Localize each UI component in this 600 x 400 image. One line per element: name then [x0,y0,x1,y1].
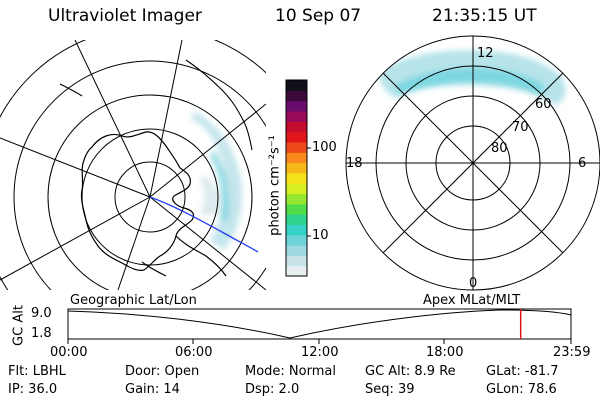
apex-map-label: Apex MLat/MLT [423,293,521,308]
colorbar-segment [286,224,307,236]
color-scale-bar [286,80,311,277]
colorbar-segment [286,110,307,122]
altitude-curve [67,309,572,339]
coastline-fragment [59,83,83,97]
mlat-label-80: 80 [491,141,508,156]
mlt-label-12: 12 [477,46,494,61]
colorbar-unit-label: photon cm⁻²s⁻¹ [267,135,283,236]
timeline-tick-0600: 06:00 [175,345,213,360]
status-gc-alt: GC Alt: 8.9 Re [365,364,456,379]
colorbar-tick-10: 10 [312,228,329,243]
status-dsp: Dsp: 2.0 [245,382,300,397]
colorbar-segment [286,203,307,215]
header-date: 10 Sep 07 [275,6,362,26]
status-mode: Mode: Normal [245,364,336,379]
geographic-map-label: Geographic Lat/Lon [70,293,197,308]
satellite-track [149,196,259,253]
apex-map [345,35,600,291]
status-gain: Gain: 14 [125,382,180,397]
colorbar-segment [286,183,307,195]
colorbar-segment [286,162,307,174]
altitude-timeline [67,308,572,344]
colorbar-segment [286,152,307,164]
colorbar-segment [286,90,307,102]
geographic-map [0,40,266,290]
status-door: Door: Open [125,364,200,379]
longitude-lines [0,40,266,290]
timeline-axis-label: GC Alt [11,305,27,346]
colorbar-segment [286,255,307,267]
colorbar-tick-100: 100 [312,140,337,155]
coastline-fragment [185,59,253,151]
status-glat: GLat: -81.7 [486,364,559,379]
colorbar-segment [286,80,307,91]
status-filter: Flt: LBHL [8,364,66,379]
antarctic-peninsula [175,235,227,277]
timeline-y-bottom: 1.8 [31,326,52,341]
mlat-label-70: 70 [512,120,529,135]
status-glon: GLon: 78.6 [486,382,557,397]
colorbar-segment [286,131,307,143]
colorbar-segment [286,100,307,112]
timeline-y-top: 9.0 [31,306,52,321]
antarctica-coastline [80,131,195,271]
mlt-label-6: 6 [578,156,587,171]
aurora-emission [190,112,243,250]
colorbar-segment [286,265,307,277]
timeline-tick-0000: 00:00 [50,345,88,360]
mlt-label-0: 0 [469,276,478,291]
colorbar-segment [286,121,307,133]
colorbar-segment [286,141,307,153]
mlt-label-18: 18 [346,156,363,171]
timeline-tick-1800: 18:00 [426,345,464,360]
header-time: 21:35:15 UT [432,6,537,26]
coastline-fragment [141,261,167,277]
colorbar-segment [286,234,307,246]
colorbar-segment [286,193,307,205]
timeline-tick-1200: 12:00 [301,345,339,360]
status-ip: IP: 36.0 [8,382,58,397]
colorbar-segment [286,245,307,256]
mlat-label-60: 60 [535,97,552,112]
colorbar-segment [286,214,307,226]
instrument-title: Ultraviolet Imager [48,6,202,26]
status-seq: Seq: 39 [365,382,415,397]
timeline-tick-2359: 23:59 [553,345,591,360]
colorbar-segment [286,172,307,184]
